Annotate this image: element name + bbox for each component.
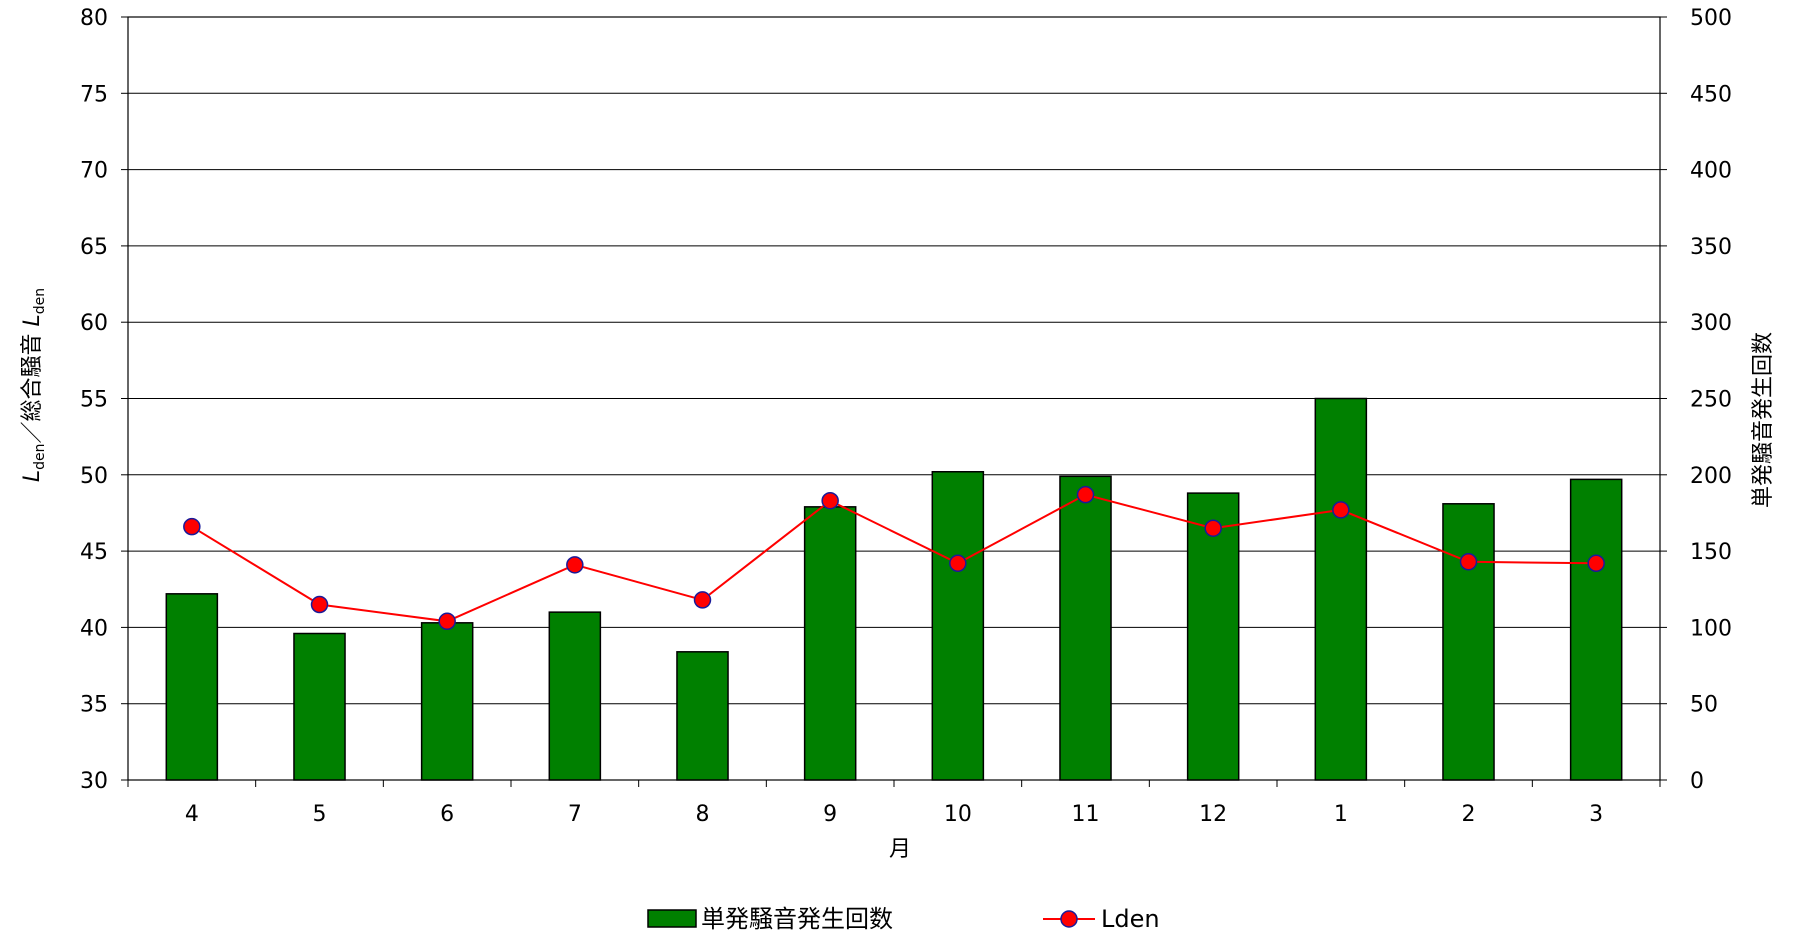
bar (1442, 503, 1495, 781)
right-y-axis-title: 単発騒音発生回数 (1751, 332, 1776, 508)
bar (165, 593, 219, 781)
x-tick-label: 11 (1072, 802, 1100, 827)
right-tick-label: 0 (1690, 769, 1704, 794)
bar (1059, 475, 1112, 781)
left-y-axis: 30 35 40 45 50 55 60 65 70 75 80 (80, 6, 128, 794)
x-tick-label: 5 (313, 802, 327, 827)
x-tick-label: 3 (1589, 802, 1603, 827)
bar (1314, 397, 1368, 781)
right-tick-label: 400 (1690, 159, 1732, 184)
right-tick-label: 350 (1690, 235, 1732, 260)
x-axis: 4 5 6 7 8 9 10 11 12 1 2 3 (127, 780, 1661, 827)
line-point (566, 556, 584, 574)
left-tick-label: 30 (80, 769, 108, 794)
gridlines (128, 92, 1660, 705)
legend: 単発騒音発生回数 Lden (647, 905, 1160, 933)
left-tick-label: 45 (80, 540, 108, 565)
x-tick-label: 9 (823, 802, 837, 827)
left-y-axis-title-main: ／総合騒音 (20, 327, 45, 444)
line-point (821, 491, 839, 510)
line-point (693, 591, 712, 609)
bar (676, 651, 729, 781)
bar (548, 611, 602, 781)
left-y-axis-title-sub2: den (32, 288, 48, 314)
right-tick-label: 450 (1690, 82, 1732, 107)
left-tick-label: 40 (80, 616, 108, 641)
x-tick-label: 10 (944, 802, 972, 827)
bar (931, 470, 985, 781)
left-tick-label: 35 (80, 693, 108, 718)
right-tick-label: 300 (1690, 311, 1732, 336)
right-tick-label: 150 (1690, 540, 1732, 565)
left-tick-label: 70 (80, 159, 108, 184)
line-point (310, 595, 329, 614)
left-tick-label: 60 (80, 311, 108, 336)
line-point (183, 517, 201, 536)
x-tick-label: 2 (1462, 802, 1476, 827)
left-tick-label: 75 (80, 82, 108, 107)
x-tick-label: 12 (1199, 802, 1227, 827)
left-tick-label: 65 (80, 235, 108, 260)
x-axis-title: 月 (889, 837, 911, 862)
right-tick-label: 100 (1690, 616, 1732, 641)
bar (420, 622, 474, 781)
legend-bar-label: 単発騒音発生回数 (701, 905, 893, 933)
left-y-axis-title: Lden／総合騒音 Lden (20, 288, 48, 482)
bar (1186, 492, 1240, 781)
x-tick-label: 4 (185, 802, 199, 827)
right-tick-label: 200 (1690, 464, 1732, 489)
left-tick-label: 55 (80, 388, 108, 413)
legend-line-marker (1060, 910, 1078, 928)
left-tick-label: 80 (80, 6, 108, 31)
right-y-axis: 0 50 100 150 200 250 300 350 400 450 500 (1660, 6, 1732, 794)
right-tick-label: 250 (1690, 388, 1732, 413)
line-point (1204, 519, 1222, 537)
bar (803, 506, 857, 781)
left-y-axis-title-l2: L (20, 314, 45, 326)
line-point (1459, 553, 1478, 571)
legend-line-label: Lden (1101, 905, 1160, 933)
line-point (1076, 485, 1095, 504)
line-point (1587, 554, 1605, 573)
right-tick-label: 50 (1690, 693, 1718, 718)
x-tick-label: 6 (440, 802, 454, 827)
line-point (438, 612, 456, 631)
x-tick-label: 1 (1334, 802, 1348, 827)
right-tick-label: 500 (1690, 6, 1732, 31)
x-tick-label: 8 (696, 802, 710, 827)
line-point (949, 554, 967, 573)
x-tick-label: 7 (568, 802, 582, 827)
legend-bar-swatch (647, 909, 697, 928)
line-point (1332, 501, 1350, 519)
series-line (191, 493, 1597, 623)
bar (293, 632, 346, 781)
bar (1569, 478, 1623, 781)
left-tick-label: 50 (80, 464, 108, 489)
left-y-axis-title-sub: den (32, 444, 48, 470)
line-series (183, 485, 1605, 631)
bar-series (165, 397, 1623, 781)
left-y-axis-title-l: L (20, 470, 45, 482)
